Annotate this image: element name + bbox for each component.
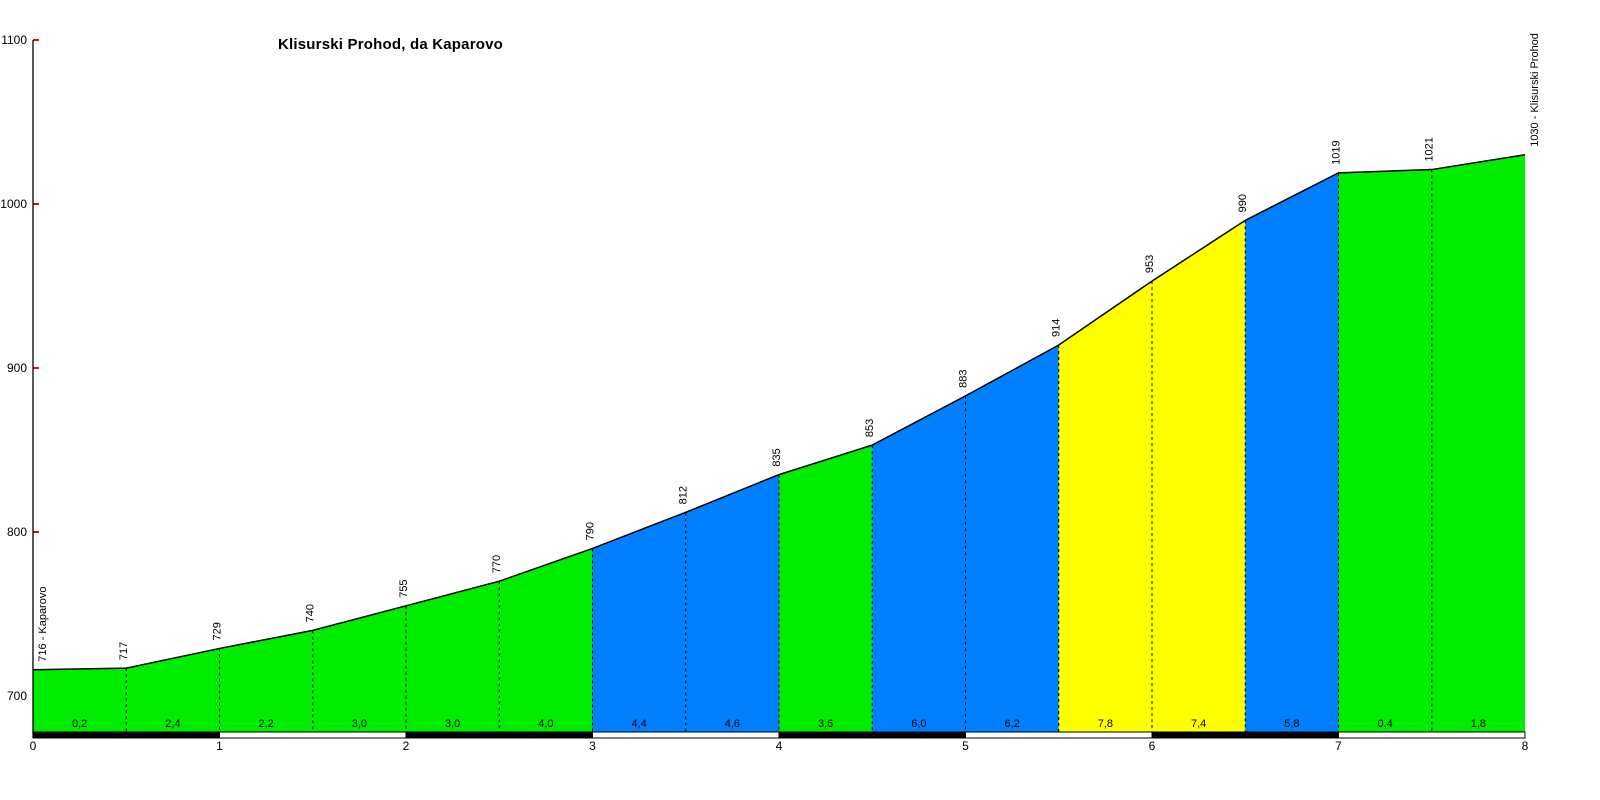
x-axis-tick-label: 0	[30, 739, 37, 753]
elevation-point-label: 717	[118, 642, 130, 660]
elevation-point-label: 853	[864, 419, 876, 437]
segment-gradient-label: 3,0	[352, 718, 367, 730]
km-scale-bar-segment	[592, 731, 780, 739]
gradient-segment-area	[685, 474, 779, 732]
gradient-segment-area	[592, 512, 686, 732]
segment-gradient-label: 4,0	[538, 718, 553, 730]
segment-gradient-label: 4,6	[725, 718, 740, 730]
gradient-segment-area	[312, 605, 406, 732]
gradient-segment-area	[126, 648, 220, 732]
gradient-segment-area	[1152, 220, 1246, 732]
elevation-profile-line	[32, 154, 1526, 671]
km-scale-bar-segment	[32, 731, 220, 739]
segment-gradient-label: 1,8	[1471, 718, 1486, 730]
gradient-segment-area	[499, 548, 593, 732]
km-scale-bar-segment	[778, 731, 966, 739]
segment-gradient-label: 4,4	[631, 718, 646, 730]
elevation-point-label: 914	[1051, 319, 1063, 337]
y-axis-tick-label: 1100	[1, 33, 27, 47]
x-axis-tick-label: 4	[776, 739, 783, 753]
gradient-segment-area	[219, 630, 313, 732]
elevation-point-label: 716 - Kaparovo	[37, 587, 49, 662]
segment-gradient-label: 3,6	[818, 718, 833, 730]
elevation-point-label: 990	[1237, 194, 1249, 212]
gradient-segment-area	[779, 445, 873, 732]
y-axis-tick-label: 700	[7, 689, 27, 703]
segment-gradient-label: 5,8	[1284, 718, 1299, 730]
segment-gradient-label: 3,0	[445, 718, 460, 730]
segment-gradient-label: 6,0	[911, 718, 926, 730]
elevation-point-label: 1019	[1331, 140, 1343, 164]
y-axis-tick-label: 800	[7, 525, 27, 539]
x-axis-tick-label: 2	[403, 739, 410, 753]
segment-gradient-label: 2,4	[165, 718, 180, 730]
elevation-point-label: 1030 - Klisurski Prohod	[1529, 33, 1541, 147]
km-scale-bar-segment	[405, 731, 593, 739]
segment-gradient-label: 6,2	[1004, 718, 1019, 730]
segment-gradient-label: 2,2	[258, 718, 273, 730]
elevation-point-label: 729	[212, 622, 224, 640]
x-axis-tick-label: 7	[1335, 739, 1342, 753]
gradient-segment-area	[1245, 172, 1339, 733]
x-axis-tick-label: 8	[1522, 739, 1529, 753]
x-axis-tick-label: 1	[216, 739, 223, 753]
elevation-point-label: 755	[398, 579, 410, 597]
elevation-point-label: 953	[1144, 255, 1156, 273]
x-axis-tick-label: 6	[1149, 739, 1156, 753]
segment-gradient-label: 0,4	[1377, 718, 1392, 730]
elevation-point-label: 883	[958, 370, 970, 388]
gradient-segment-area	[33, 668, 127, 732]
x-axis-tick-label: 3	[589, 739, 596, 753]
elevation-point-label: 790	[585, 522, 597, 540]
gradient-segment-area	[965, 345, 1059, 732]
gradient-segment-area	[872, 395, 966, 732]
elevation-point-label: 1021	[1424, 137, 1436, 161]
y-axis-tick-label: 900	[7, 361, 27, 375]
x-axis-tick-label: 5	[962, 739, 969, 753]
elevation-point-label: 740	[305, 604, 317, 622]
elevation-point-label: 770	[491, 555, 503, 573]
segment-gradient-label: 7,4	[1191, 718, 1206, 730]
gradient-segment-area	[1338, 169, 1432, 732]
y-axis-tick-label: 1000	[0, 197, 27, 211]
km-scale-bar-segment	[219, 731, 407, 739]
segment-gradient-label: 7,8	[1098, 718, 1113, 730]
chart-title: Klisurski Prohod, da Kaparovo	[278, 36, 504, 53]
gradient-segment-area	[406, 581, 500, 732]
km-scale-bar-segment	[965, 731, 1153, 739]
elevation-point-label: 812	[678, 486, 690, 504]
gradient-segment-area	[1431, 154, 1525, 733]
km-scale-bar-segment	[1151, 731, 1339, 739]
km-scale-bar-segment	[1338, 731, 1526, 739]
gradient-segment-area	[1058, 281, 1152, 732]
elevation-point-label: 835	[771, 448, 783, 466]
segment-gradient-label: 0,2	[72, 718, 87, 730]
